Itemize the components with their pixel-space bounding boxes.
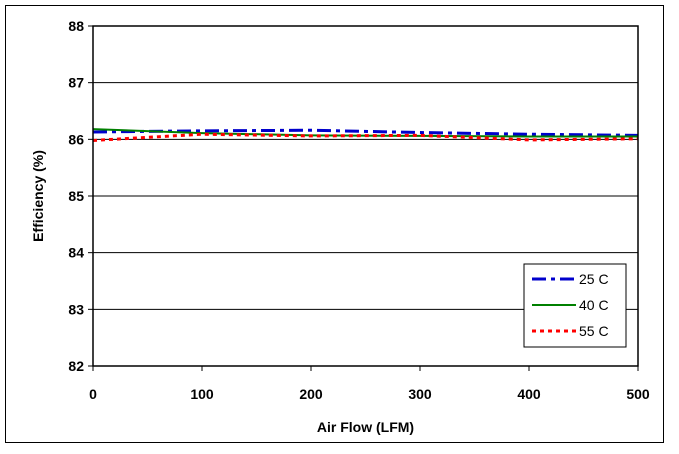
legend-label: 55 C <box>579 323 609 339</box>
x-tick-label: 0 <box>89 386 97 402</box>
x-tick-label: 200 <box>299 386 323 402</box>
y-tick-label: 87 <box>68 75 84 91</box>
series-lines <box>92 128 639 142</box>
y-tick-label: 83 <box>68 301 84 317</box>
legend: 25 C 40 C 55 C <box>523 263 627 348</box>
y-tick-label: 82 <box>68 358 84 374</box>
x-tick-label: 400 <box>517 386 541 402</box>
x-tick-label: 300 <box>408 386 432 402</box>
x-tick-label: 100 <box>190 386 214 402</box>
x-axis-title: Air Flow (LFM) <box>317 419 414 435</box>
y-tick-label: 88 <box>68 18 84 34</box>
legend-label: 25 C <box>579 271 609 287</box>
y-axis-title: Efficiency (%) <box>30 150 46 242</box>
y-tick-label: 85 <box>68 188 84 204</box>
series-line-25-c <box>92 128 639 137</box>
x-tick-label: 500 <box>626 386 650 402</box>
legend-label: 40 C <box>579 297 609 313</box>
y-tick-label: 86 <box>68 131 84 147</box>
series-line-55-c <box>92 132 639 142</box>
chart-frame <box>5 5 664 443</box>
y-tick-label: 84 <box>68 245 84 261</box>
axis-ticks: 82 83 84 85 86 87 88 0 100 200 300 400 500 <box>68 18 649 402</box>
